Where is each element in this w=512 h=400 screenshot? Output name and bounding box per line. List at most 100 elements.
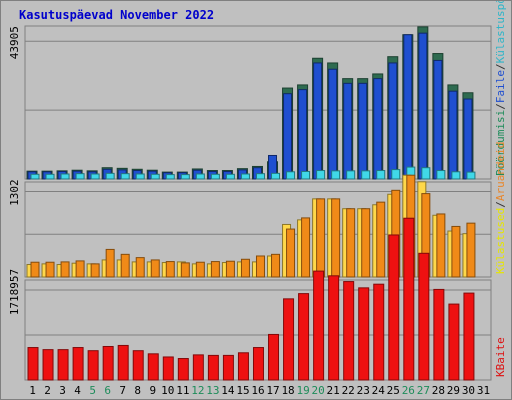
bar-files	[343, 82, 353, 180]
bar-kbytes	[102, 345, 114, 381]
x-tick-label: 27	[417, 384, 430, 397]
bar-reports	[376, 201, 386, 278]
bar-reports	[451, 225, 461, 278]
bar-kbytes	[463, 292, 475, 381]
bar-visits	[30, 173, 40, 180]
series-legend-label: Külastused/Aruandeid	[494, 142, 507, 274]
bar-visits	[346, 170, 356, 180]
bar-kbytes	[117, 344, 129, 381]
y-tick-label: 43905	[8, 26, 21, 59]
x-tick-label: 26	[402, 384, 415, 397]
x-tick-label: 4	[74, 384, 81, 397]
bar-reports	[60, 261, 70, 278]
bar-kbytes	[448, 303, 460, 381]
bar-kbytes	[237, 352, 249, 381]
bar-visits	[150, 173, 160, 180]
bar-visits	[255, 173, 265, 180]
bar-kbytes	[27, 347, 39, 381]
x-tick-label: 28	[432, 384, 445, 397]
bar-visits	[240, 173, 250, 180]
bar-visits	[120, 173, 130, 180]
bar-files	[313, 62, 323, 180]
x-tick-label: 8	[134, 384, 141, 397]
bar-kbytes	[373, 283, 385, 381]
bar-files	[298, 89, 308, 180]
x-tick-label: 18	[281, 384, 294, 397]
bar-reports	[316, 198, 326, 278]
legend-part: /	[494, 103, 507, 110]
bar-visits	[60, 173, 70, 180]
bar-visits	[421, 167, 431, 180]
bar-files	[283, 93, 293, 180]
x-tick-label: 20	[312, 384, 325, 397]
x-tick-label: 29	[447, 384, 460, 397]
bar-visits	[286, 171, 296, 180]
bar-visits	[90, 173, 100, 180]
x-tick-label: 15	[236, 384, 249, 397]
bar-reports	[225, 260, 235, 278]
bar-visits	[376, 170, 386, 180]
bar-kbytes	[132, 350, 144, 381]
bar-visits	[165, 174, 175, 180]
x-tick-label: 14	[221, 384, 235, 397]
bar-reports	[301, 217, 311, 278]
bar-visits	[45, 173, 55, 180]
bar-kbytes	[358, 287, 370, 381]
bar-visits	[225, 173, 235, 180]
legend-part: /	[494, 201, 507, 208]
legend-part: Faile	[494, 70, 507, 103]
bar-reports	[180, 262, 190, 278]
bar-reports	[361, 208, 371, 278]
bar-reports	[135, 257, 145, 278]
bar-files	[403, 34, 413, 180]
bar-visits	[75, 173, 85, 180]
y-tick-label: 1718957	[8, 269, 21, 315]
chart-title: Kasutuspäevad November 2022	[19, 8, 215, 22]
bar-visits	[451, 171, 461, 180]
bar-visits	[195, 173, 205, 180]
bar-kbytes	[87, 350, 99, 381]
bar-kbytes	[147, 353, 159, 381]
x-tick-label: 3	[59, 384, 66, 397]
x-tick-label: 17	[266, 384, 279, 397]
bar-kbytes	[418, 252, 430, 381]
bar-reports	[75, 260, 85, 278]
legend-part: Pöördumisi	[494, 110, 507, 176]
bar-files	[358, 82, 368, 180]
bar-visits	[210, 173, 220, 180]
x-tick-label: 31	[477, 384, 490, 397]
bar-reports	[165, 261, 175, 278]
x-tick-label: 2	[44, 384, 51, 397]
bar-kbytes	[313, 270, 325, 381]
series-legend-label: Pöördumisi/Faile/Külastuspõigi	[494, 1, 507, 176]
bar-files	[463, 98, 473, 180]
bar-kbytes	[298, 293, 310, 381]
bar-kbytes	[162, 356, 174, 381]
bar-reports	[271, 253, 281, 278]
bar-visits	[361, 170, 371, 180]
visits-panel	[24, 25, 492, 180]
bar-visits	[135, 173, 145, 180]
bar-reports	[255, 255, 265, 278]
bar-reports	[331, 198, 341, 278]
bar-reports	[466, 222, 476, 278]
bar-kbytes	[343, 281, 355, 381]
bar-kbytes	[42, 349, 54, 381]
bar-files	[448, 90, 458, 180]
bar-visits	[180, 174, 190, 180]
bar-visits	[301, 170, 311, 180]
bar-files	[388, 62, 398, 180]
bar-reports	[105, 248, 115, 278]
legend-part: /	[494, 63, 507, 70]
bar-visits	[391, 169, 401, 180]
bar-reports	[30, 261, 40, 278]
bar-reports	[195, 261, 205, 278]
bar-reports	[120, 253, 130, 278]
y-tick-label: 1302	[8, 179, 21, 206]
bar-visits	[466, 171, 476, 180]
bar-kbytes	[207, 354, 219, 381]
bar-kbytes	[252, 347, 264, 381]
bar-reports	[210, 261, 220, 278]
bar-reports	[240, 258, 250, 278]
